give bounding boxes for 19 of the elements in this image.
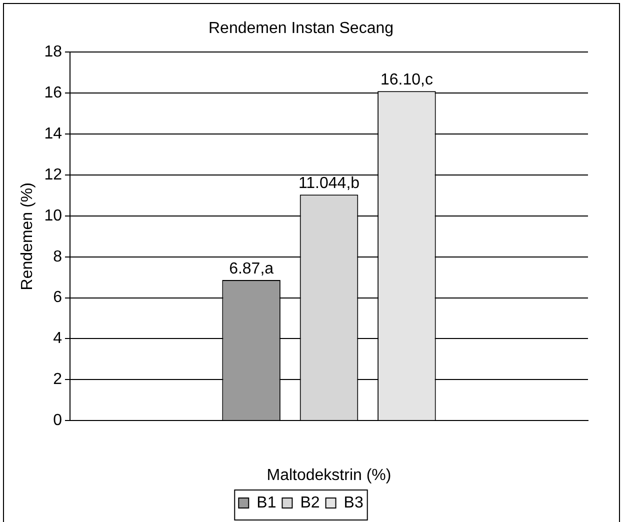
- y-tick-label: 2: [53, 371, 62, 388]
- y-tick-label: 14: [44, 125, 62, 142]
- data-label: 16.10,c: [380, 71, 433, 88]
- y-axis-title: Rendemen (%): [19, 182, 36, 290]
- x-axis-title: Maltodekstrin (%): [266, 466, 392, 484]
- chart-title: Rendemen Instan Secang: [208, 20, 394, 38]
- y-tick-label: 8: [53, 248, 62, 266]
- y-tick-label: 18: [44, 44, 62, 61]
- y-tick-label: 12: [44, 166, 62, 184]
- y-tick-label: 16: [44, 84, 62, 102]
- data-label: 11.044,b: [298, 174, 360, 192]
- legend-label: B3: [344, 494, 364, 512]
- legend-label: B2: [300, 494, 320, 512]
- y-tick-label: 4: [53, 330, 62, 348]
- y-tick-label: 10: [44, 207, 62, 224]
- legend-label: B1: [256, 494, 276, 512]
- y-tick-label: 0: [53, 412, 62, 430]
- y-tick-label: 6: [53, 289, 62, 306]
- data-label: 6.87,a: [229, 260, 274, 278]
